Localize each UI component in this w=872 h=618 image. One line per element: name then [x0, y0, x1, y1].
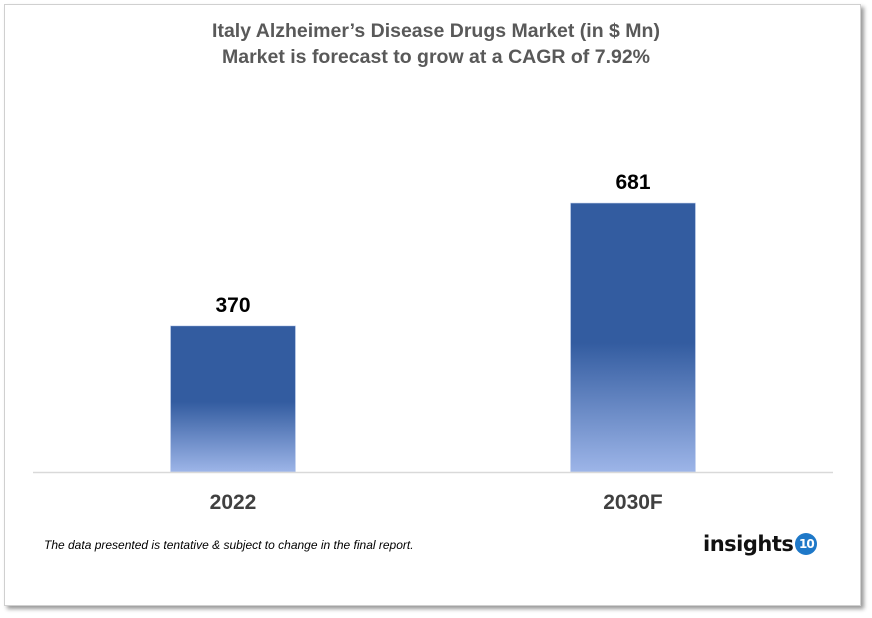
chart-title: Italy Alzheimer’s Disease Drugs Market (…	[212, 20, 660, 42]
footnote: The data presented is tentative & subjec…	[44, 538, 414, 552]
x-tick-label-2030F: 2030F	[603, 491, 663, 514]
bar-2030F	[570, 202, 696, 473]
chart-panel	[4, 4, 861, 606]
chart-subtitle: Market is forecast to grow at a CAGR of …	[221, 46, 651, 68]
chart-title-block: Italy Alzheimer’s Disease Drugs Market (…	[0, 18, 872, 70]
data-label-2022: 370	[215, 294, 250, 317]
logo-badge: 10	[795, 533, 818, 555]
data-label-2030F: 681	[615, 171, 650, 194]
x-tick-label-2022: 2022	[210, 491, 257, 514]
insights10-logo: insights 10	[703, 532, 818, 556]
logo-text: insights	[703, 532, 794, 556]
bar-2022	[170, 325, 296, 473]
